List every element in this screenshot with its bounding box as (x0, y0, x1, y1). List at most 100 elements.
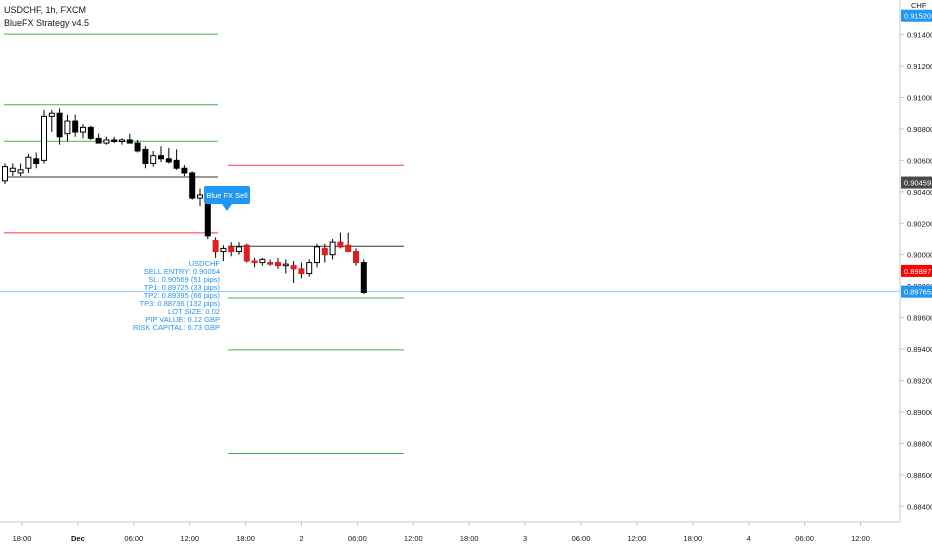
bear-candle (134, 142, 141, 152)
price-tick-label: 0.90200 (907, 219, 932, 228)
bear-candle (251, 260, 258, 264)
price-tick-label: 0.90800 (907, 125, 932, 134)
time-tick-label: 18:00 (460, 534, 479, 543)
bull-candle (220, 247, 227, 253)
bear-candle (290, 265, 297, 270)
bear-candle (95, 137, 102, 144)
price-tick-label: 0.90000 (907, 251, 932, 260)
bull-candle (236, 246, 242, 253)
bull-candle (9, 167, 16, 172)
bear-candle (321, 247, 328, 256)
signal-info-lot-size: LOT SIZE: 0.02 (168, 307, 220, 316)
signal-levels (0, 33, 900, 454)
signal-info-tp3: TP3: 0.88736 (132 pips) (139, 299, 220, 308)
price-tick-label: 0.89600 (907, 314, 932, 323)
time-tick-label: 06:00 (572, 534, 591, 543)
price-tag-mid-bg (901, 176, 932, 189)
signal-info-pip-value: PIP VALUE: 0.12 GBP (145, 315, 220, 324)
price-tick-label: 0.89400 (907, 345, 932, 354)
price-tick-label: 0.89200 (907, 376, 932, 385)
sell-signal-marker: Blue FX Sell (204, 186, 250, 211)
bear-candle (158, 155, 164, 160)
price-axis: 0.91400 0.91200 0.91000 0.90800 0.90600 0.904… (900, 1, 932, 511)
currency-label: CHF (911, 1, 927, 10)
time-tick-label: 18:00 (683, 534, 702, 543)
bear-candle (267, 262, 274, 265)
bear-candle (228, 246, 235, 253)
price-tick-label: 0.91000 (907, 93, 932, 102)
time-tick-label: 2 (299, 534, 303, 543)
price-tick-label: 0.88400 (907, 502, 932, 511)
price-tag-current-bg (901, 285, 932, 298)
bear-candle (87, 126, 94, 139)
bear-candle (353, 251, 359, 264)
time-axis: 18:00 Dec 06:00 12:00 18:00 2 06:00 12:00 18:00 3… (13, 522, 870, 543)
bear-candle (126, 139, 133, 144)
bull-candle (314, 246, 320, 264)
time-tick-label: 12:00 (628, 534, 647, 543)
price-tag-current: 0.89765 (904, 288, 931, 297)
price-tick-label: 0.88800 (907, 439, 932, 448)
bear-candle (173, 159, 180, 169)
bear-candle (345, 244, 352, 253)
time-tick-label: 12:00 (404, 534, 423, 543)
time-tick-label: 18:00 (13, 534, 32, 543)
sell-signal-label: Blue FX Sell (206, 191, 248, 200)
bear-candle (337, 241, 344, 248)
price-tick-label: 0.91200 (907, 62, 932, 71)
price-tick-label: 0.91400 (907, 31, 932, 40)
signal-info-symbol: USDCHF (188, 259, 220, 268)
price-tag-mid: 0.90459 (904, 179, 931, 188)
signal-info-risk-capital: RISK CAPITAL: 6.73 GBP (133, 323, 220, 332)
signal-info-entry: SELL ENTRY: 0.90054 (143, 267, 220, 276)
bear-candle (275, 262, 281, 267)
bear-candle (243, 244, 250, 262)
chart-title: USDCHF, 1h, FXCM (4, 5, 87, 15)
bull-candle (80, 126, 86, 133)
time-tick-label: 12:00 (180, 534, 199, 543)
strategy-label[interactable]: BlueFX Strategy v4.5 (4, 18, 90, 28)
bull-candle (329, 241, 336, 256)
bull-candle (282, 263, 289, 267)
time-tick-label: 18:00 (236, 534, 255, 543)
price-tag-stop: 0.89897 (904, 267, 931, 276)
bull-candle (119, 139, 125, 143)
price-tag-stop-bg (901, 264, 932, 277)
signal-info-sl: SL: 0.90569 (51 pips) (148, 275, 220, 284)
sell-signal-box[interactable] (204, 186, 250, 204)
bull-candle (48, 112, 55, 117)
time-tick-label: 06:00 (348, 534, 367, 543)
price-tick-label: 0.89000 (907, 408, 932, 417)
time-tick-label: Dec (71, 534, 85, 543)
bear-candle (142, 148, 149, 165)
bull-candle (306, 262, 313, 275)
bear-candle (212, 240, 219, 253)
bear-candle (165, 158, 172, 163)
bull-candle (103, 139, 110, 144)
time-tick-label: 12:00 (851, 534, 870, 543)
sell-signal-pointer (222, 204, 232, 211)
bull-candle (2, 166, 8, 182)
candlesticks (2, 108, 367, 295)
time-tick-label: 4 (747, 534, 751, 543)
signal-info-tp1: TP1: 0.89725 (33 pips) (143, 283, 220, 292)
price-tag-top-bg (901, 9, 932, 22)
bear-candle (189, 172, 196, 199)
bull-candle (64, 120, 71, 135)
bear-candle (56, 112, 63, 138)
time-tick-label: 06:00 (124, 534, 143, 543)
bear-candle (33, 158, 40, 165)
signal-info-tp2: TP2: 0.89395 (66 pips) (143, 291, 220, 300)
bear-candle (360, 262, 367, 293)
price-tag-top: 0.91520 (904, 12, 931, 21)
time-tick-label: 3 (523, 534, 527, 543)
bear-candle (111, 139, 118, 143)
bull-candle (25, 156, 32, 169)
bear-candle (72, 120, 79, 133)
bull-candle (17, 169, 24, 174)
price-tick-label: 0.90400 (907, 188, 932, 197)
time-tick-label: 06:00 (795, 534, 814, 543)
bear-candle (181, 167, 188, 174)
